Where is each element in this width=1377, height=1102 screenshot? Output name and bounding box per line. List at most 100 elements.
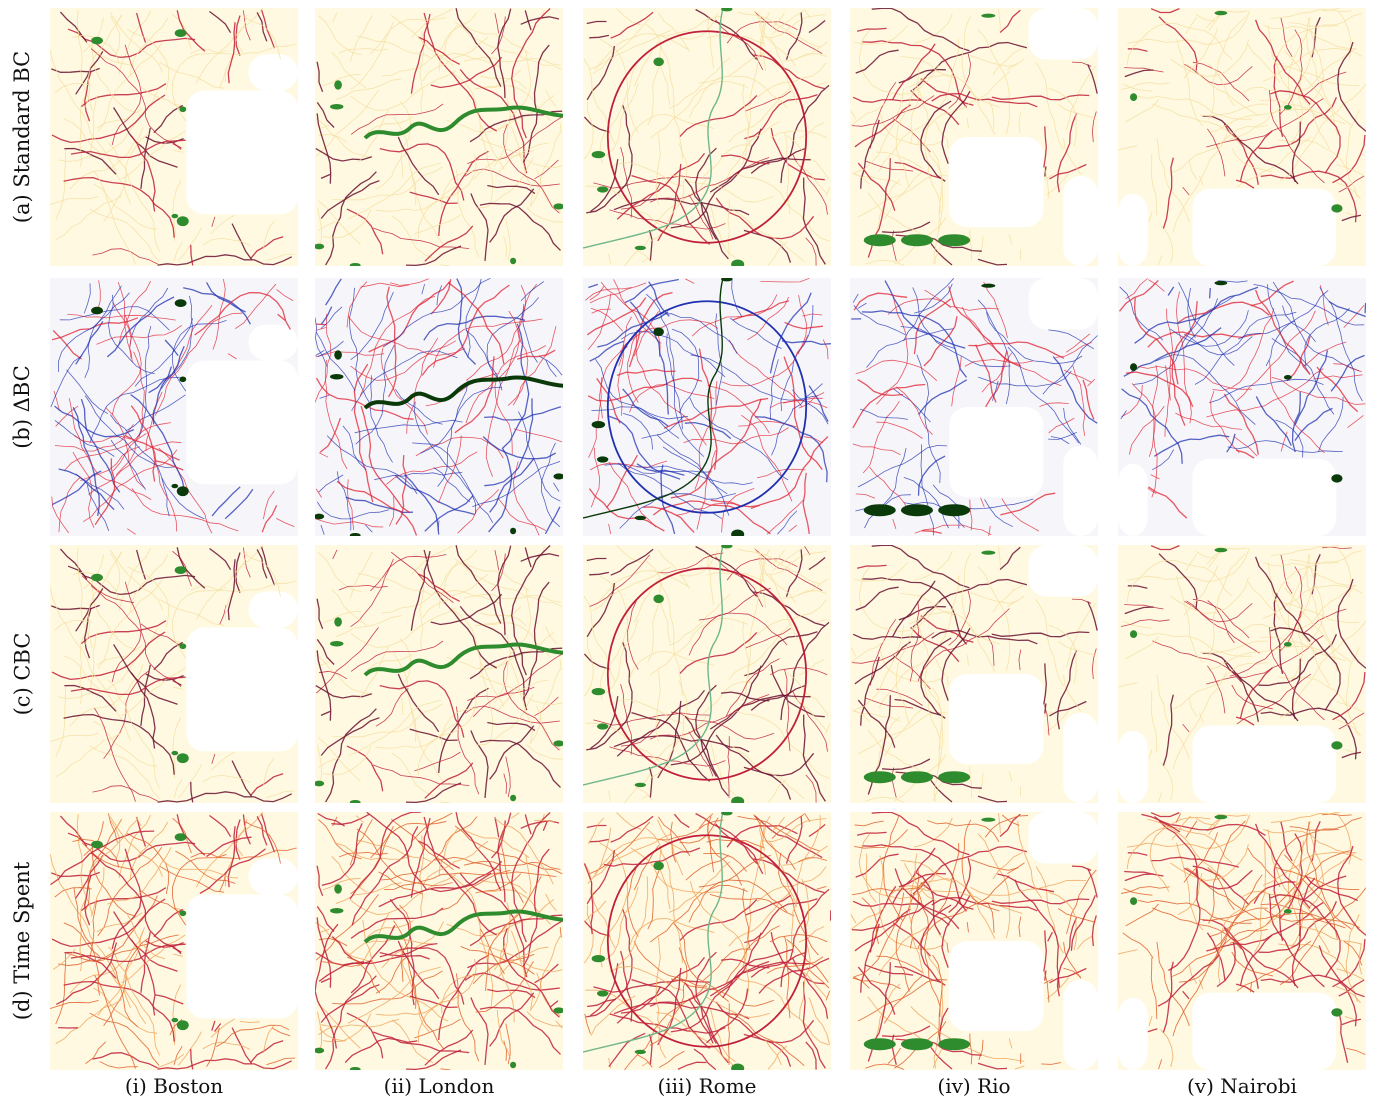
road-segment (780, 84, 830, 184)
road-segment (94, 707, 136, 802)
road-segment (1066, 65, 1097, 131)
road-segment (417, 691, 477, 776)
road-segment (1242, 48, 1356, 94)
road-segment (1208, 912, 1324, 938)
road-segment (587, 293, 611, 350)
road-segment (726, 825, 798, 848)
road-segment (355, 344, 395, 445)
road-segment (589, 838, 610, 843)
road-segment (325, 975, 377, 1070)
road-segment (346, 281, 368, 328)
road-segment (70, 139, 186, 159)
road-segment (1207, 665, 1226, 714)
road-segment (331, 813, 370, 825)
road-segment (859, 408, 909, 420)
road-segment (108, 294, 155, 375)
road-segment (744, 898, 818, 944)
road-segment (1318, 945, 1365, 998)
road-segment (1122, 932, 1154, 959)
road-segment (316, 113, 332, 184)
green-space (315, 1047, 325, 1054)
road-segment (891, 580, 936, 638)
map-panel-c-iv (850, 545, 1098, 803)
road-segment (472, 149, 535, 181)
road-segment (113, 911, 178, 972)
road-segment (910, 89, 960, 126)
road-segment (1087, 378, 1096, 387)
road-segment (1044, 704, 1050, 736)
green-space (330, 640, 344, 647)
road-segment (349, 15, 373, 62)
road-segment (934, 120, 947, 139)
road-segment (866, 328, 955, 368)
road-segment (526, 207, 563, 223)
road-segment (322, 961, 362, 967)
road-segment (325, 278, 342, 306)
road-segment (1202, 115, 1299, 185)
road-segment (1231, 684, 1273, 710)
water-area (1118, 193, 1148, 266)
green-space (900, 771, 933, 784)
green-space (863, 771, 896, 784)
road-segment (627, 600, 639, 670)
road-segment (315, 377, 414, 420)
road-segment (1275, 419, 1304, 458)
road-segment (709, 694, 811, 730)
road-segment (948, 286, 1022, 367)
road-segment (1347, 415, 1364, 429)
road-segment (920, 882, 974, 910)
road-segment (1120, 410, 1127, 420)
river (583, 812, 724, 1053)
road-segment (802, 472, 810, 535)
road-segment (862, 401, 900, 474)
road-segment (659, 45, 671, 106)
road-segment (791, 961, 828, 999)
road-segment (727, 1003, 730, 1065)
road-segment (925, 683, 944, 802)
road-segment (1118, 279, 1159, 312)
road-segment (96, 324, 183, 345)
road-segment (1233, 436, 1258, 457)
road-segment (319, 124, 330, 129)
road-segment (315, 488, 322, 498)
road-segment (1260, 170, 1357, 223)
green-space (510, 794, 517, 802)
road-segment (1307, 17, 1324, 104)
road-segment (50, 999, 99, 1010)
road-segment (1206, 368, 1324, 418)
road-segment (855, 49, 899, 74)
road-segment (852, 293, 859, 303)
road-segment (50, 587, 97, 678)
road-segment (925, 950, 944, 1069)
road-segment (479, 138, 563, 169)
road-segment (357, 913, 389, 967)
road-segment (737, 11, 820, 48)
road-segment (202, 237, 251, 246)
road-segment (320, 306, 343, 329)
road-segment (857, 302, 867, 309)
ring-road (606, 300, 808, 514)
road-segment (670, 932, 762, 1033)
road-segment (742, 21, 767, 164)
road-segment (860, 656, 880, 726)
road-segment (631, 711, 711, 782)
road-segment (657, 552, 724, 574)
road-segment (320, 1018, 400, 1028)
street-network-map (583, 812, 831, 1070)
road-segment (916, 888, 941, 1018)
road-segment (816, 619, 827, 623)
road-segment (409, 191, 458, 205)
road-segment (1284, 587, 1338, 672)
water-area (949, 137, 1044, 228)
road-segment (108, 946, 161, 1056)
road-segment (72, 407, 100, 517)
road-segment (1160, 762, 1174, 800)
road-segment (110, 439, 147, 490)
road-segment (127, 914, 166, 960)
green-space (91, 573, 103, 582)
road-segment (1091, 648, 1097, 680)
road-segment (172, 984, 182, 1046)
road-segment (649, 143, 688, 242)
road-segment (590, 995, 636, 1036)
road-segment (1137, 899, 1252, 924)
